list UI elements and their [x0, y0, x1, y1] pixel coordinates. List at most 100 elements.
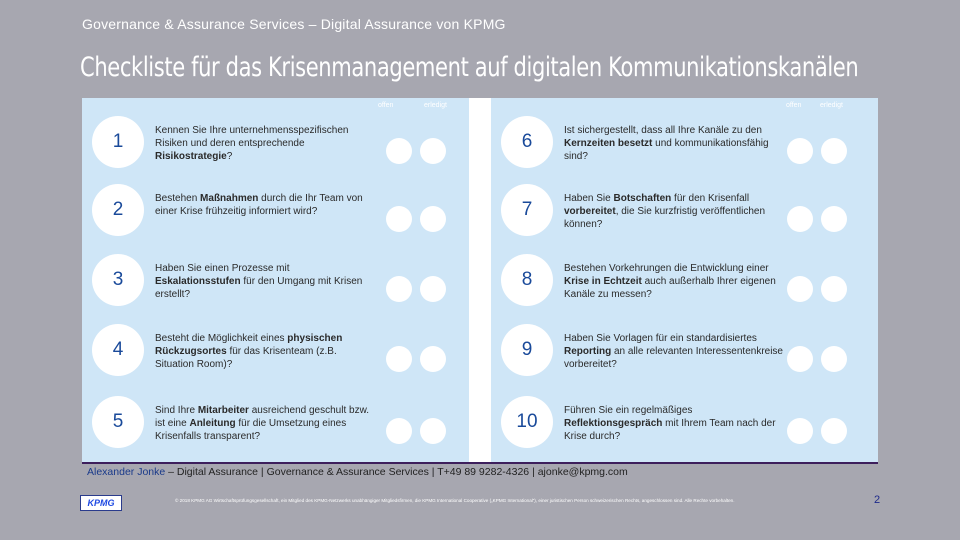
checklist-item-4: 4 Besteht die Möglichkeit eines physische…: [82, 320, 469, 390]
checklist-item-8: 8 Bestehen Vorkehrungen die Entwicklung e…: [491, 250, 878, 320]
checkbox-open-1[interactable]: [386, 138, 412, 164]
checkbox-done-2[interactable]: [420, 206, 446, 232]
question-text: Bestehen Vorkehrungen die Entwicklung ei…: [564, 263, 769, 274]
checklist-item-10: 10 Führen Sie ein regelmäßiges Reflektion…: [491, 392, 878, 462]
item-number: 9: [501, 324, 553, 376]
item-question: Kennen Sie Ihre unternehmensspezifischen…: [155, 124, 375, 163]
question-emphasis: Reporting: [564, 346, 612, 357]
item-question: Bestehen Vorkehrungen die Entwicklung ei…: [564, 262, 784, 301]
checkbox-open-9[interactable]: [787, 346, 813, 372]
item-number: 7: [501, 184, 553, 236]
item-question: Ist sichergestellt, dass all Ihre Kanäle…: [564, 124, 784, 163]
item-number: 6: [501, 116, 553, 168]
contact-line: Alexander Jonke – Digital Assurance | Go…: [87, 466, 628, 478]
column-header-open: offen: [378, 102, 394, 109]
checkbox-open-5[interactable]: [386, 418, 412, 444]
checklist-column-left: offen erledigt 1 Kennen Sie Ihre unterneh…: [82, 98, 469, 462]
checkbox-done-1[interactable]: [420, 138, 446, 164]
question-text: Führen Sie ein regelmäßiges: [564, 405, 693, 416]
item-number: 3: [92, 254, 144, 306]
contact-details: – Digital Assurance | Governance & Assur…: [165, 466, 628, 478]
question-text: für das Krisenteam (z.B. Situation Room)…: [155, 346, 337, 370]
question-emphasis: Anleitung: [189, 418, 236, 429]
item-question: Haben Sie Vorlagen für ein standardisier…: [564, 332, 784, 371]
question-text: an alle relevanten Interessentenkreise v…: [564, 346, 783, 370]
item-question: Führen Sie ein regelmäßiges Reflektionsg…: [564, 404, 784, 443]
checkbox-open-7[interactable]: [787, 206, 813, 232]
item-question: Haben Sie einen Prozesse mit Eskalations…: [155, 262, 375, 301]
checkbox-open-6[interactable]: [787, 138, 813, 164]
checklist-item-7: 7 Haben Sie Botschaften für den Krisenfal…: [491, 180, 878, 250]
checklist-item-5: 5 Sind Ihre Mitarbeiter ausreichend gesch…: [82, 392, 469, 462]
checkbox-done-8[interactable]: [821, 276, 847, 302]
question-emphasis: vorbereitet: [564, 206, 616, 217]
question-text: für den Umgang mit Krisen erstellt?: [155, 276, 363, 300]
footer-divider: [82, 462, 878, 464]
checklist-column-right: offen erledigt 6 Ist sichergestellt, dass…: [491, 98, 878, 462]
question-text: durch die Ihr Team von einer Krise frühz…: [155, 193, 363, 217]
kpmg-logo: KPMG: [80, 495, 122, 511]
checkbox-open-10[interactable]: [787, 418, 813, 444]
slide-subtitle: Governance & Assurance Services – Digita…: [82, 16, 506, 32]
question-emphasis: Risikostrategie: [155, 151, 227, 162]
checkbox-done-6[interactable]: [821, 138, 847, 164]
legal-notice: © 2018 KPMG AG Wirtschaftsprüfungsgesell…: [175, 498, 735, 503]
question-text: Haben Sie Vorlagen für ein standardisier…: [564, 333, 757, 344]
question-text: Ist sichergestellt, dass all Ihre Kanäle…: [564, 125, 762, 136]
checkbox-open-2[interactable]: [386, 206, 412, 232]
checklist-item-6: 6 Ist sichergestellt, dass all Ihre Kanäl…: [491, 112, 878, 182]
question-text: und kommunikationsfähig sind?: [564, 138, 769, 162]
checkbox-open-3[interactable]: [386, 276, 412, 302]
question-emphasis: Maßnahmen: [200, 193, 259, 204]
item-number: 4: [92, 324, 144, 376]
item-number: 2: [92, 184, 144, 236]
item-number: 1: [92, 116, 144, 168]
question-text: mit Ihrem Team nach der Krise durch?: [564, 418, 776, 442]
page-number: 2: [874, 494, 881, 506]
question-text: ?: [226, 151, 233, 162]
column-header-done: erledigt: [424, 102, 447, 109]
question-emphasis: Krise in Echtzeit: [564, 276, 642, 287]
question-emphasis: Mitarbeiter: [197, 405, 249, 416]
checkbox-done-4[interactable]: [420, 346, 446, 372]
checklist-item-9: 9 Haben Sie Vorlagen für ein standardisie…: [491, 320, 878, 390]
question-emphasis: Eskalationsstufen: [155, 276, 241, 287]
question-text: ausreichend geschult bzw. ist eine: [155, 405, 370, 429]
item-question: Haben Sie Botschaften für den Krisenfall…: [564, 192, 784, 231]
column-header-open: offen: [786, 102, 802, 109]
question-emphasis: Botschaften: [613, 193, 672, 204]
question-text: für den Krisenfall: [671, 193, 750, 204]
question-text: Besteht die Möglichkeit eines: [155, 333, 288, 344]
question-emphasis: Reflektionsgespräch: [564, 418, 663, 429]
checklist-item-1: 1 Kennen Sie Ihre unternehmensspezifische…: [82, 112, 469, 182]
checkbox-done-5[interactable]: [420, 418, 446, 444]
checkbox-open-8[interactable]: [787, 276, 813, 302]
question-text: für die Umsetzung eines Krisenfalls tran…: [155, 418, 347, 442]
checklist-item-2: 2 Bestehen Maßnahmen durch die Ihr Team v…: [82, 180, 469, 250]
slide-title: Checkliste für das Krisenmanagement auf …: [80, 52, 859, 83]
question-text: Haben Sie einen Prozesse mit: [155, 263, 290, 274]
checklist-item-3: 3 Haben Sie einen Prozesse mit Eskalation…: [82, 250, 469, 320]
item-question: Sind Ihre Mitarbeiter ausreichend geschu…: [155, 404, 375, 443]
checkbox-open-4[interactable]: [386, 346, 412, 372]
checkbox-done-10[interactable]: [821, 418, 847, 444]
checklist-panel: offen erledigt 1 Kennen Sie Ihre unterneh…: [82, 98, 878, 462]
question-text: Haben Sie: [564, 193, 614, 204]
checkbox-done-9[interactable]: [821, 346, 847, 372]
question-text: Bestehen: [155, 193, 201, 204]
item-number: 10: [501, 396, 553, 448]
item-question: Bestehen Maßnahmen durch die Ihr Team vo…: [155, 192, 375, 218]
question-text: Kennen Sie Ihre unternehmensspezifischen…: [155, 125, 349, 149]
contact-name: Alexander Jonke: [87, 466, 166, 478]
checkbox-done-7[interactable]: [821, 206, 847, 232]
checkbox-done-3[interactable]: [420, 276, 446, 302]
question-text: auch außerhalb Ihrer eigenen Kanäle zu m…: [564, 276, 776, 300]
item-number: 8: [501, 254, 553, 306]
question-text: , die Sie kurzfristig veröffentlichen kö…: [564, 206, 766, 230]
question-emphasis: physischen Rückzugsortes: [155, 333, 343, 357]
item-number: 5: [92, 396, 144, 448]
question-text: Sind Ihre: [155, 405, 198, 416]
question-emphasis: Kernzeiten besetzt: [564, 138, 653, 149]
item-question: Besteht die Möglichkeit eines physischen…: [155, 332, 375, 371]
column-header-done: erledigt: [820, 102, 843, 109]
